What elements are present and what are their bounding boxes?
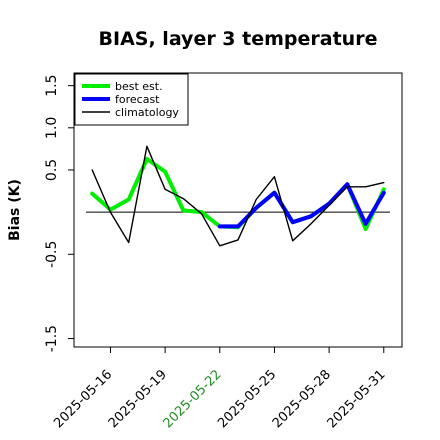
series-line-forecast	[217, 182, 386, 229]
y-tick-label: 1.5	[44, 75, 60, 97]
y-tick-label: 1.0	[44, 117, 60, 139]
y-tick-label: -0.5	[44, 241, 60, 268]
chart-title: BIAS, layer 3 temperature	[99, 28, 378, 50]
plot-area: -1.5-0.50.51.01.52025-05-162025-05-19202…	[44, 72, 403, 431]
series-line-climatology	[91, 145, 385, 247]
y-tick-label: -1.5	[44, 325, 60, 352]
legend-label: climatology	[115, 106, 179, 119]
legend-label: forecast	[115, 93, 160, 106]
y-axis-label: Bias (K)	[7, 179, 23, 241]
y-tick-label: 0.5	[44, 159, 60, 181]
plot-frame	[73, 72, 403, 348]
legend-label: best est.	[115, 80, 163, 93]
x-tick-label: 2025-05-31	[325, 367, 389, 431]
